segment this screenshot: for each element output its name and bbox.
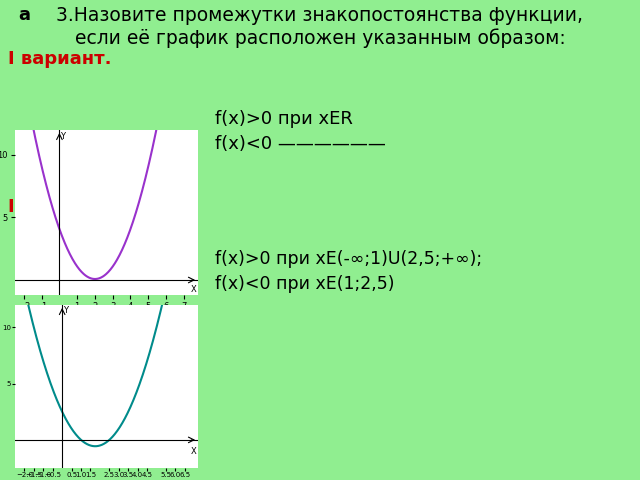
Text: X: X bbox=[191, 286, 196, 295]
Text: f(x)>0 при xΕR: f(x)>0 при xΕR bbox=[215, 110, 353, 128]
Text: f(x)<0 ——————: f(x)<0 —————— bbox=[215, 135, 386, 153]
Text: X: X bbox=[191, 446, 196, 456]
Text: f(x)>0 при xΕ(-∞;1)U(2,5;+∞);: f(x)>0 при xΕ(-∞;1)U(2,5;+∞); bbox=[215, 250, 482, 268]
Text: II вариант.: II вариант. bbox=[8, 198, 118, 216]
Text: I вариант.: I вариант. bbox=[8, 50, 111, 68]
Text: если её график расположен указанным образом:: если её график расположен указанным обра… bbox=[75, 28, 565, 48]
Text: a: a bbox=[18, 6, 30, 24]
Text: f(x)<0 при xΕ(1;2,5): f(x)<0 при xΕ(1;2,5) bbox=[215, 275, 394, 293]
Text: a: a bbox=[18, 178, 30, 196]
Text: Y: Y bbox=[60, 132, 65, 141]
Text: Y: Y bbox=[63, 306, 68, 315]
Text: 3.Назовите промежутки знакопостоянства функции,: 3.Назовите промежутки знакопостоянства ф… bbox=[56, 6, 584, 25]
